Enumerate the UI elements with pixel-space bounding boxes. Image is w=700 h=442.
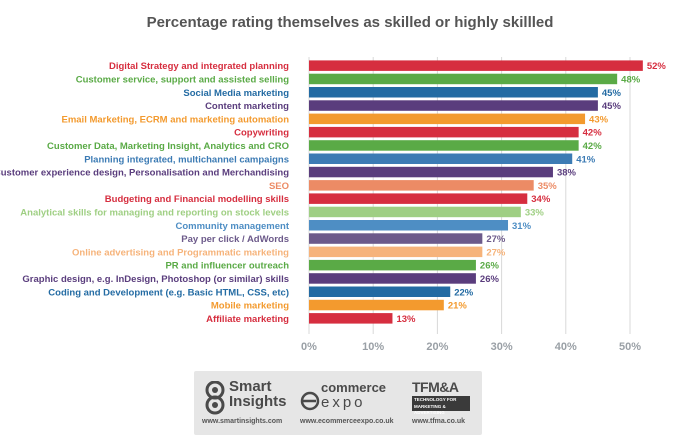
category-label: Affiliate marketing [206, 314, 289, 325]
data-label: 31% [512, 221, 532, 232]
bar [309, 299, 444, 311]
bar [309, 313, 393, 324]
bar [309, 286, 451, 297]
x-tick-label: 10% [362, 341, 384, 353]
category-label: Email Marketing, ECRM and marketing auto… [61, 114, 289, 125]
category-label: SEO [269, 181, 289, 192]
tfmsa-url: www.tfma.co.uk [412, 418, 466, 425]
x-tick-label: 0% [301, 341, 317, 353]
ecommerce-expo-icon [300, 391, 320, 411]
tfmsa-tagline-box: TECHNOLOGY FOR MARKETING & ADVERTISING [412, 396, 470, 415]
bar [309, 193, 528, 204]
smart-insights-logo: Smart Insights www.smartinsights.com [200, 377, 292, 431]
tfmsa-logo: TFM&A TECHNOLOGY FOR MARKETING & ADVERTI… [404, 377, 478, 431]
bar [309, 60, 643, 71]
category-label: Coding and Development (e.g. Basic HTML,… [48, 287, 289, 298]
bar [309, 153, 573, 164]
category-label: Community management [176, 221, 290, 232]
bar [309, 233, 483, 244]
category-label: Planning integrated, multichannel campai… [84, 154, 289, 165]
data-label: 38% [557, 168, 577, 179]
data-label: 34% [531, 194, 551, 205]
bar [309, 140, 579, 151]
data-label: 13% [396, 314, 416, 325]
ecommerce-expo-logo: commerce expo www.ecommerceexpo.co.uk [296, 377, 394, 431]
data-label: 26% [480, 274, 500, 285]
data-label: 41% [576, 154, 596, 165]
category-labels: Digital Strategy and integrated planning… [0, 61, 290, 325]
x-tick-label: 30% [491, 341, 513, 353]
bar [309, 73, 618, 85]
data-label: 45% [602, 88, 622, 99]
category-label: Budgeting and Financial modelling skills [105, 194, 289, 205]
bar [309, 259, 476, 271]
data-label: 21% [448, 301, 468, 312]
smart-insights-name-2: Insights [229, 393, 287, 410]
smart-insights-icon [205, 381, 225, 415]
smart-insights-name-1: Smart [229, 378, 272, 395]
data-label: 22% [454, 287, 474, 298]
category-label: Copywriting [234, 128, 289, 139]
category-label: Graphic design, e.g. InDesign, Photoshop… [22, 274, 289, 285]
bar [309, 220, 509, 231]
bar [309, 273, 476, 284]
category-label: Customer experience design, Personalisat… [0, 168, 289, 179]
data-label: 48% [621, 74, 641, 85]
tfmsa-tagline-1: TECHNOLOGY FOR [414, 397, 457, 402]
category-label: Mobile marketing [211, 301, 289, 312]
ecommerce-expo-url: www.ecommerceexpo.co.uk [300, 418, 394, 425]
x-tick-label: 40% [555, 341, 577, 353]
expo-name: expo [321, 394, 366, 411]
data-label: 35% [538, 181, 558, 192]
chart-title: Percentage rating themselves as skilled … [146, 14, 554, 31]
data-label: 43% [589, 114, 609, 125]
tfmsa-name: TFM&A [412, 379, 459, 395]
x-tick-label: 50% [619, 341, 641, 353]
category-label: PR and influencer outreach [165, 261, 289, 272]
bar [309, 100, 598, 111]
bar [309, 206, 521, 218]
bar [309, 126, 579, 138]
smart-insights-url: www.smartinsights.com [202, 418, 283, 425]
category-label: Customer Data, Marketing Insight, Analyt… [47, 141, 289, 152]
tfmsa-tagline-2: MARKETING & ADVERTISING [414, 404, 446, 415]
bar [309, 87, 598, 98]
data-label: 42% [583, 128, 603, 139]
data-label: 33% [525, 207, 545, 218]
category-label: Pay per click / AdWords [181, 234, 289, 245]
data-label: 42% [583, 141, 603, 152]
category-label: Online advertising and Programmatic mark… [72, 247, 289, 258]
sponsor-logos: Smart Insights www.smartinsights.com com… [194, 371, 482, 435]
ecommerce-name: commerce [321, 380, 387, 395]
data-label: 26% [480, 261, 500, 272]
bar [309, 180, 534, 191]
bar [309, 246, 483, 258]
category-label: Content marketing [205, 101, 289, 112]
data-label: 27% [486, 247, 506, 258]
bar-chart: Digital Strategy and integrated planning… [0, 57, 666, 353]
value-labels: 52% 48% 45% 45% 43% 42% 42% 41% 38% 35% 34% 33% 31% 2… [396, 61, 666, 325]
bars [309, 60, 643, 324]
data-label: 27% [486, 234, 506, 245]
data-label: 45% [602, 101, 622, 112]
x-tick-label: 20% [426, 341, 448, 353]
x-axis-ticks: 0% 10% 20% 30% 40% 50% [301, 341, 641, 353]
category-label: Customer service, support and assisted s… [76, 74, 289, 85]
bar [309, 113, 586, 125]
bar [309, 166, 553, 178]
category-label: Analytical skills for managing and repor… [20, 207, 289, 218]
category-label: Digital Strategy and integrated planning [109, 61, 289, 72]
category-label: Social Media marketing [183, 88, 289, 99]
data-label: 52% [647, 61, 667, 72]
